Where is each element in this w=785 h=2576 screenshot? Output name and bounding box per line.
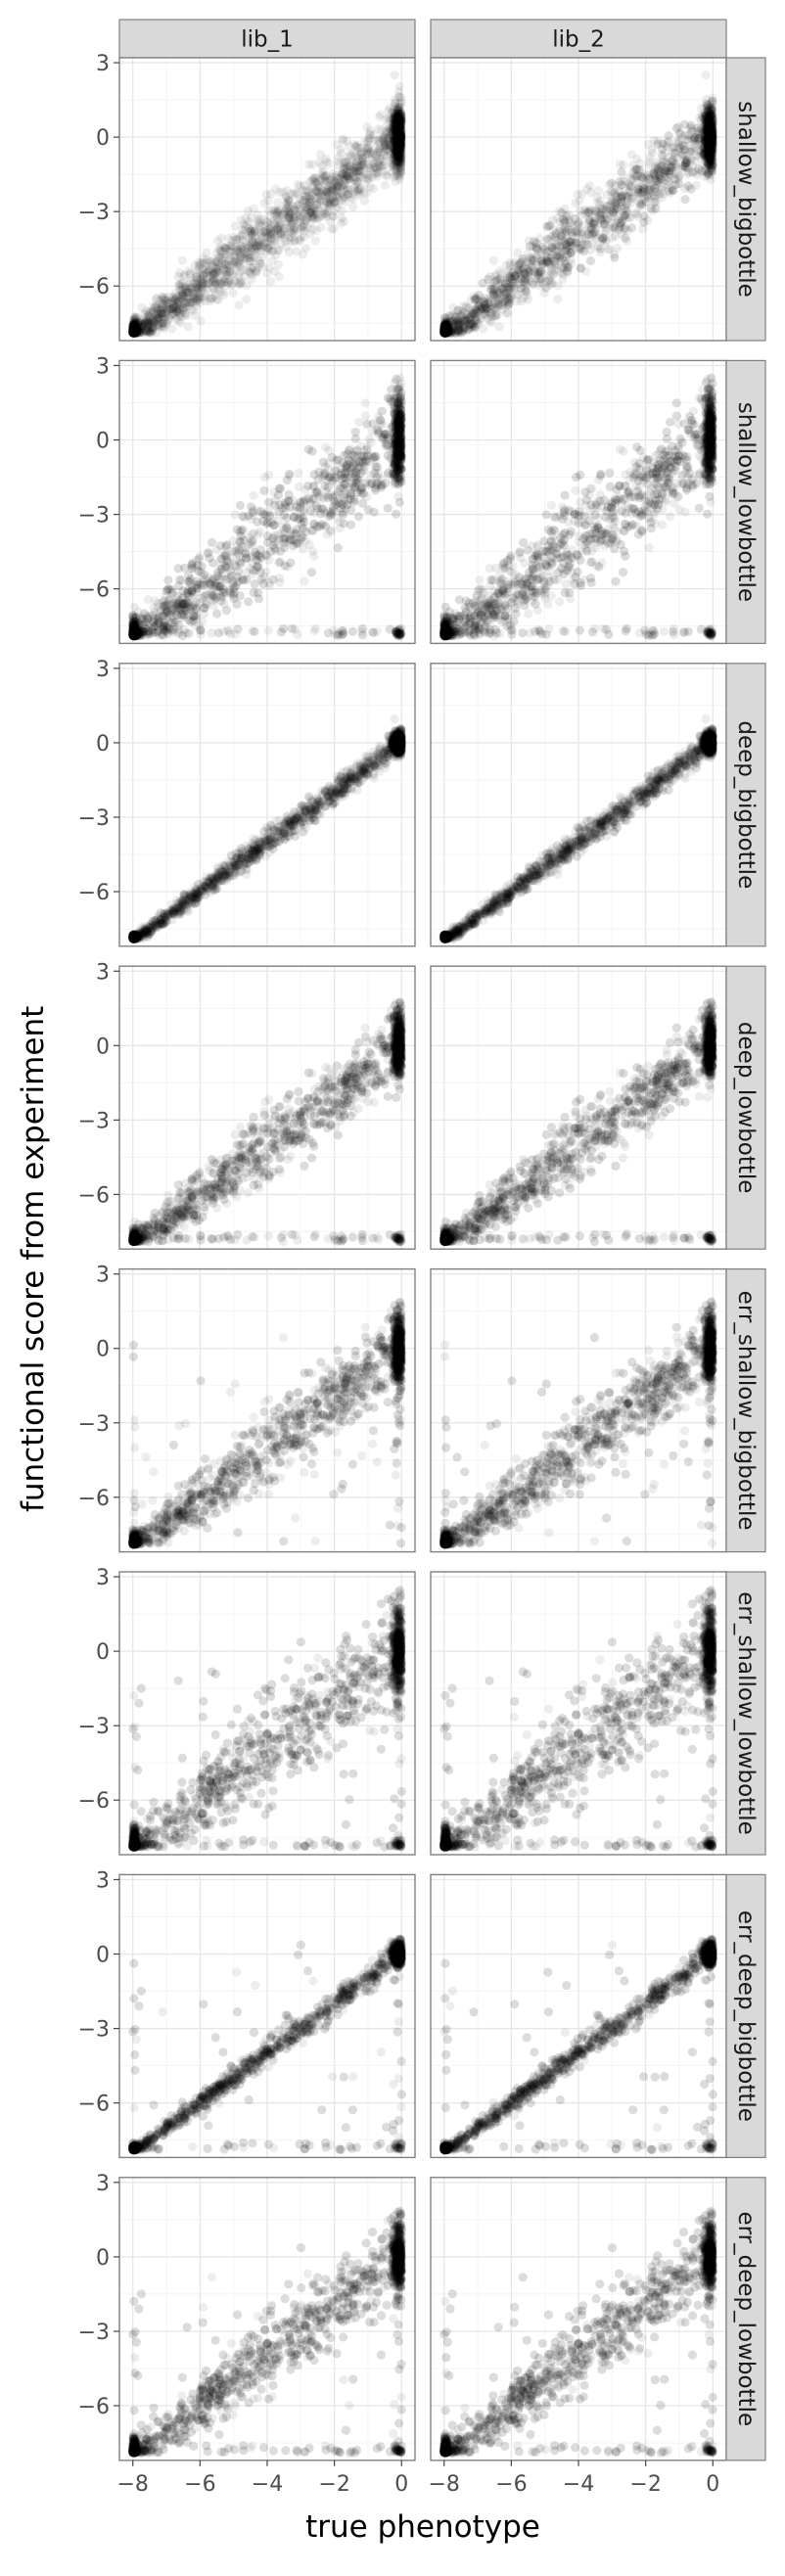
data-point <box>178 256 187 265</box>
data-point <box>337 219 346 228</box>
data-point <box>375 113 384 121</box>
data-point <box>186 284 195 293</box>
data-point <box>202 249 210 257</box>
data-point <box>275 188 284 197</box>
data-point <box>165 314 174 323</box>
data-point <box>228 289 237 298</box>
data-point <box>242 295 251 303</box>
data-point <box>204 279 212 288</box>
data-point <box>194 265 203 274</box>
data-point <box>348 203 357 211</box>
data-point <box>207 256 215 265</box>
data-point <box>307 161 316 169</box>
data-point <box>300 232 308 241</box>
data-point <box>312 226 321 235</box>
data-point <box>333 140 342 149</box>
data-point <box>210 292 219 300</box>
facet-panel <box>119 58 436 341</box>
data-point <box>337 207 346 215</box>
data-point <box>202 268 210 277</box>
data-point <box>234 272 243 281</box>
facet-panels <box>119 58 747 2461</box>
data-point <box>329 211 338 220</box>
column-strip-label: lib_2 <box>552 27 605 53</box>
column-strip-label: lib_1 <box>241 27 294 53</box>
data-point <box>321 209 330 218</box>
data-point <box>225 267 234 276</box>
data-point <box>312 196 321 205</box>
data-point <box>337 149 346 158</box>
data-point <box>369 184 378 193</box>
data-point <box>242 214 251 223</box>
data-point <box>231 222 240 231</box>
data-point <box>266 277 275 286</box>
data-point <box>265 263 274 272</box>
data-point <box>252 267 260 276</box>
column-strips: lib_1 lib_2 <box>119 20 726 58</box>
data-point <box>197 316 206 325</box>
data-point <box>194 285 203 294</box>
data-point <box>180 270 189 279</box>
data-point <box>234 300 243 309</box>
data-point <box>184 322 193 331</box>
data-point <box>364 137 373 146</box>
data-point <box>264 206 273 214</box>
data-point <box>274 215 283 224</box>
